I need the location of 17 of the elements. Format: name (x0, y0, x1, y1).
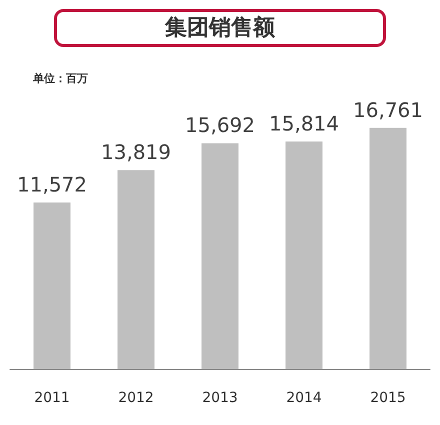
x-tick-label: 2011 (34, 390, 70, 406)
bar (286, 141, 322, 369)
bar (34, 202, 70, 369)
data-label: 15,814 (269, 111, 339, 136)
data-label: 11,572 (17, 172, 87, 196)
x-tick-label: 2014 (286, 390, 322, 406)
data-label: 13,819 (101, 140, 171, 164)
x-tick-label: 2012 (118, 390, 154, 406)
data-label: 16,761 (353, 98, 423, 122)
chart-subtitle: 单位：百万 (32, 72, 88, 85)
bar (202, 143, 238, 369)
data-label: 15,692 (185, 113, 255, 138)
bar (118, 170, 154, 369)
chart-title: 集团销售额 (164, 14, 276, 40)
x-tick-label: 2015 (370, 390, 406, 406)
bar (370, 128, 406, 369)
x-tick-label: 2013 (202, 390, 238, 406)
